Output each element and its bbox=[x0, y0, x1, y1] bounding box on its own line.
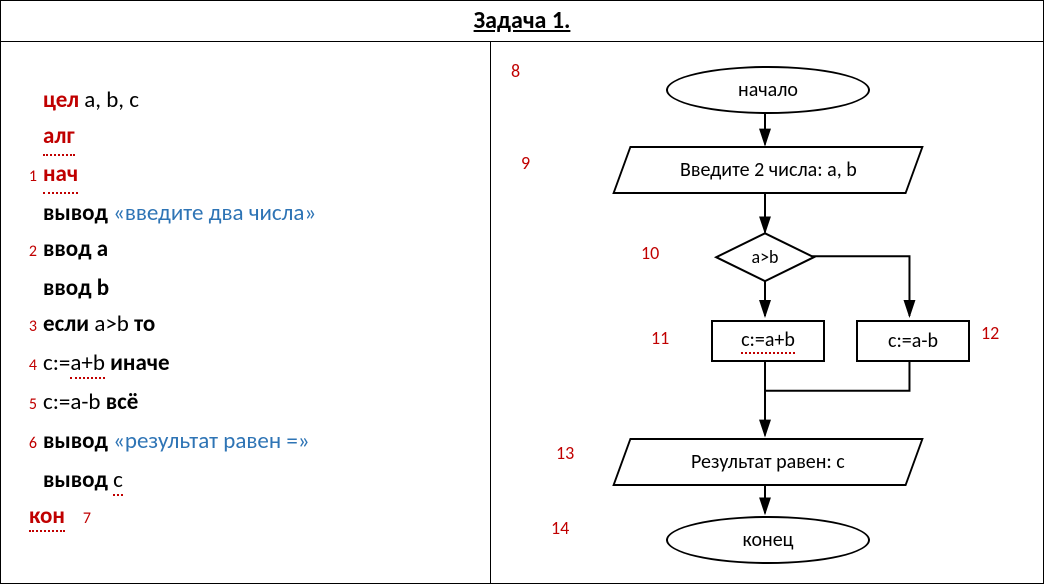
keyword-if: если bbox=[43, 310, 94, 338]
keyword-else: иначе bbox=[105, 349, 170, 377]
flow-label-13: 13 bbox=[556, 442, 574, 464]
flow-process-left-text: c:=a+b bbox=[741, 328, 795, 354]
content-split: цел a, b, c алг 1 нач вывод «введите два… bbox=[1, 42, 1043, 584]
flow-label-8: 8 bbox=[511, 60, 520, 82]
keyword-alg: алг bbox=[43, 118, 75, 156]
flow-output: Результат равен: с bbox=[612, 438, 923, 486]
code-panel: цел a, b, c алг 1 нач вывод «введите два… bbox=[1, 42, 491, 584]
flow-start: начало bbox=[666, 66, 870, 114]
code-line-8: 4 c:=a+b иначе bbox=[11, 345, 490, 384]
code-line-10: 6 вывод «результат равен =» bbox=[11, 423, 490, 462]
flowchart-panel: a>b 8 9 10 11 12 13 14 начало Введите 2 … bbox=[491, 42, 1043, 584]
keyword-kon: кон bbox=[29, 502, 65, 532]
flowchart-arrows: a>b bbox=[491, 42, 1043, 584]
code-text: a+b bbox=[70, 349, 105, 379]
code-line-5: 2 ввод a bbox=[11, 231, 490, 270]
page-frame: Задача 1. цел a, b, c алг 1 нач вывод «в… bbox=[0, 0, 1044, 584]
code-line-11: вывод c bbox=[11, 462, 490, 498]
keyword-then: то bbox=[134, 310, 155, 338]
task-title: Задача 1. bbox=[1, 1, 1043, 42]
decision-text: a>b bbox=[752, 246, 779, 268]
flow-input: Введите 2 числа: a, b bbox=[612, 146, 923, 194]
flow-end-text: конец bbox=[742, 528, 793, 552]
flow-input-text: Введите 2 числа: a, b bbox=[680, 158, 857, 182]
string-literal: «результат равен =» bbox=[113, 427, 309, 455]
keyword-all: всё bbox=[106, 388, 139, 416]
code-line-2: алг bbox=[11, 118, 490, 156]
cmd-vvod: ввод a bbox=[43, 231, 108, 267]
code-line-1: цел a, b, c bbox=[11, 82, 490, 118]
code-line-9: 5 c:=a-b всё bbox=[11, 384, 490, 423]
flow-process-right-text: c:=a-b bbox=[888, 329, 938, 353]
flow-label-10: 10 bbox=[641, 242, 659, 264]
condition: a>b bbox=[94, 310, 134, 338]
line-number: 1 bbox=[11, 159, 37, 195]
flow-end: конец bbox=[666, 516, 870, 564]
flow-label-12: 12 bbox=[981, 322, 999, 344]
code-text: c:=a-b bbox=[43, 388, 106, 416]
flow-label-9: 9 bbox=[521, 152, 530, 174]
cmd-vyvod: вывод bbox=[43, 427, 113, 455]
flow-start-text: начало bbox=[738, 78, 798, 102]
code-line-12: кон 7 bbox=[0, 498, 490, 537]
line-number: 4 bbox=[11, 348, 37, 384]
cmd-vvod: ввод b bbox=[43, 270, 109, 306]
code-text: a, b, c bbox=[79, 86, 139, 114]
code-text: c:= bbox=[43, 349, 70, 377]
code-line-6: ввод b bbox=[11, 270, 490, 306]
cmd-vyvod: вывод bbox=[43, 199, 113, 227]
line-number-after: 7 bbox=[83, 509, 91, 528]
code-line-3: 1 нач bbox=[11, 156, 490, 195]
flow-output-text: Результат равен: с bbox=[691, 450, 845, 474]
line-number: 3 bbox=[11, 309, 37, 345]
line-number: 6 bbox=[11, 426, 37, 462]
flow-process-left: c:=a+b bbox=[711, 320, 825, 362]
code-line-4: вывод «введите два числа» bbox=[11, 195, 490, 231]
flow-label-14: 14 bbox=[551, 517, 569, 539]
code-line-7: 3 если a>b то bbox=[11, 306, 490, 345]
flow-process-right: c:=a-b bbox=[856, 320, 970, 362]
cmd-vyvod: вывод bbox=[43, 466, 113, 494]
flow-label-11: 11 bbox=[651, 327, 669, 349]
string-literal: «введите два числа» bbox=[113, 199, 316, 227]
line-number: 2 bbox=[11, 234, 37, 270]
keyword-nach: нач bbox=[43, 156, 78, 194]
code-text: c bbox=[113, 466, 123, 496]
keyword-tsel: цел bbox=[43, 86, 79, 114]
line-number: 5 bbox=[11, 387, 37, 423]
